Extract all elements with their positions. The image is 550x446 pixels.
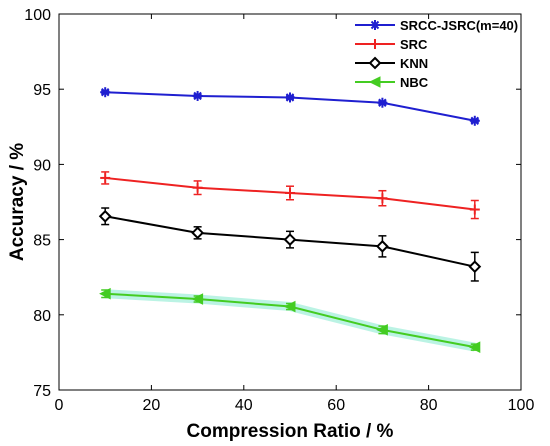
- data-point: [283, 233, 297, 247]
- legend-label: KNN: [400, 56, 428, 71]
- data-point: [192, 90, 203, 101]
- x-axis-title: Compression Ratio / %: [187, 421, 394, 442]
- y-tick-label: 90: [33, 157, 51, 174]
- x-tick-label: 60: [327, 397, 345, 414]
- data-point: [191, 226, 205, 240]
- legend-marker: [370, 20, 380, 30]
- series-SRCC-JSRC(m=40): [100, 87, 480, 126]
- data-point: [377, 193, 388, 204]
- y-axis: 75 80 85 90 95 100: [24, 7, 521, 400]
- legend: SRCC-JSRC(m=40) SRC KNN NBC: [355, 18, 518, 90]
- data-point: [377, 97, 388, 108]
- data-point: [100, 87, 111, 98]
- legend-item: SRCC-JSRC(m=40): [355, 18, 518, 33]
- x-axis: 0 20 40 60 80 100: [55, 14, 535, 414]
- y-axis-title: Accuracy / %: [7, 143, 28, 261]
- series-SRC: [100, 171, 480, 220]
- y-tick-label: 85: [33, 233, 51, 250]
- legend-marker: [368, 56, 382, 70]
- legend-label: NBC: [400, 75, 429, 90]
- legend-marker: [368, 76, 381, 88]
- data-point: [191, 293, 204, 305]
- x-tick-label: 0: [55, 397, 64, 414]
- data-point: [285, 187, 295, 198]
- series-KNN: [98, 207, 482, 282]
- data-point: [98, 209, 112, 223]
- data-point: [468, 341, 481, 353]
- data-point: [99, 287, 111, 300]
- y-tick-label: 75: [33, 383, 51, 400]
- data-point: [285, 92, 295, 103]
- y-tick-label: 100: [24, 7, 51, 24]
- series-layer: [98, 87, 482, 353]
- y-tick-label: 95: [33, 82, 51, 99]
- x-tick-label: 40: [235, 397, 253, 414]
- plot-area: [58, 13, 522, 391]
- legend-label: SRC: [400, 37, 428, 52]
- legend-item: SRC: [355, 37, 428, 52]
- data-point: [376, 324, 388, 336]
- data-point: [469, 204, 480, 215]
- data-point: [468, 260, 482, 274]
- x-tick-label: 80: [420, 397, 438, 414]
- legend-item: KNN: [355, 56, 428, 71]
- data-point: [469, 115, 480, 126]
- data-point: [375, 239, 389, 253]
- legend-item: NBC: [355, 75, 429, 90]
- data-point: [283, 300, 296, 313]
- data-point: [100, 172, 111, 183]
- x-tick-label: 20: [143, 397, 161, 414]
- series-NBC: [99, 287, 481, 353]
- legend-marker: [370, 39, 380, 49]
- y-tick-label: 80: [33, 308, 51, 325]
- data-point: [192, 182, 203, 193]
- x-tick-label: 100: [508, 397, 535, 414]
- legend-label: SRCC-JSRC(m=40): [400, 18, 518, 33]
